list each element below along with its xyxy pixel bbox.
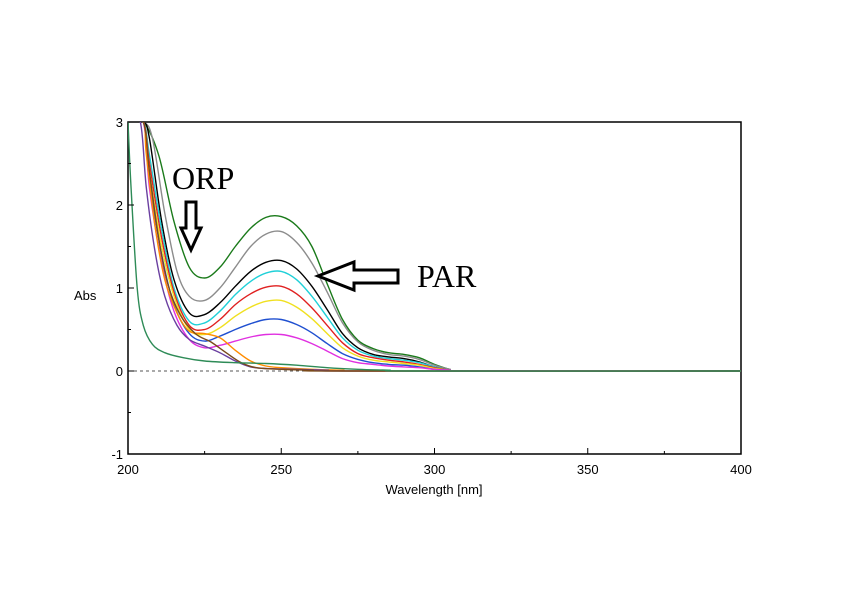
- x-axis-title: Wavelength [nm]: [385, 482, 482, 497]
- annotation-orp-arrow-icon: [178, 200, 204, 254]
- x-tick-label: 350: [577, 462, 599, 477]
- annotation-par-label: PAR: [417, 258, 477, 294]
- x-tick-label: 400: [730, 462, 752, 477]
- series-line-6: [128, 122, 741, 372]
- series-line-5: [128, 122, 741, 372]
- series-line-1: [128, 122, 741, 372]
- x-tick-label: 300: [424, 462, 446, 477]
- x-tick-label: 250: [270, 462, 292, 477]
- series-line-8: [128, 122, 741, 372]
- plot-frame: [127, 121, 742, 455]
- series-line-4: [128, 122, 741, 372]
- series-line-11: [128, 122, 741, 372]
- y-tick-label: 3: [116, 115, 123, 130]
- annotation-orp-label: ORP: [172, 160, 234, 196]
- y-axis-title: Abs: [74, 288, 97, 303]
- y-tick-label: -1: [111, 447, 123, 462]
- y-tick-label: 1: [116, 281, 123, 296]
- series-line-2: [128, 122, 741, 372]
- y-tick-label: 2: [116, 198, 123, 213]
- x-tick-label: 200: [117, 462, 139, 477]
- series-line-12: [128, 122, 741, 372]
- annotation-par-arrow-icon: [313, 259, 400, 293]
- y-tick-label: 0: [116, 364, 123, 379]
